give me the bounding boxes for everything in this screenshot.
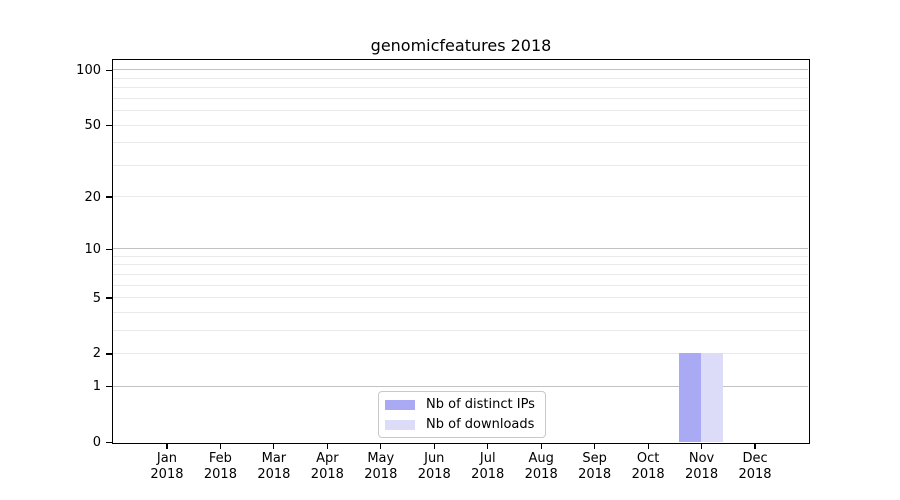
y-tick [106, 69, 113, 72]
y-tick-label: 0 [92, 435, 101, 450]
x-tick-label: Mar 2018 [257, 451, 291, 482]
legend-label-downloads: Nb of downloads [426, 417, 535, 432]
x-tick [380, 444, 382, 449]
x-tick-label: Apr 2018 [310, 451, 344, 482]
y-minor-gridline [113, 255, 808, 257]
x-tick [326, 444, 328, 449]
x-tick [540, 444, 542, 449]
y-minor-gridline [113, 196, 808, 198]
x-tick-label: Aug 2018 [524, 451, 558, 482]
x-tick-label: May 2018 [364, 451, 398, 482]
y-minor-gridline [113, 87, 808, 89]
x-tick-label: Sep 2018 [578, 451, 612, 482]
x-tick-label: Jul 2018 [471, 451, 505, 482]
y-tick [106, 353, 113, 355]
x-tick-label: Oct 2018 [631, 451, 665, 482]
y-minor-gridline [113, 97, 808, 99]
y-minor-gridline [113, 352, 808, 354]
y-minor-gridline [113, 77, 808, 79]
y-tick-label: 5 [92, 290, 101, 306]
y-minor-gridline [113, 264, 808, 266]
x-tick [647, 444, 649, 449]
distinct-ips-swatch-icon [385, 399, 415, 410]
legend-item-distinct-ips: Nb of distinct IPs [385, 397, 545, 412]
x-tick-label: Feb 2018 [203, 451, 237, 482]
legend-label-distinct-ips: Nb of distinct IPs [426, 397, 535, 412]
x-tick [700, 444, 703, 449]
x-tick [166, 444, 168, 449]
x-tick-label: Nov 2018 [685, 451, 719, 482]
x-tick-label: Jun 2018 [417, 451, 451, 482]
bar-downloads [700, 353, 723, 442]
y-tick [106, 297, 113, 299]
y-tick [106, 441, 113, 444]
x-tick [754, 444, 756, 449]
y-tick [106, 196, 113, 198]
y-tick [106, 124, 113, 127]
x-tick [433, 444, 435, 449]
y-major-gridline [113, 385, 808, 387]
y-tick-label: 100 [76, 62, 101, 78]
x-tick-label: Jan 2018 [150, 451, 184, 482]
legend: Nb of distinct IPs Nb of downloads [378, 391, 546, 438]
y-minor-gridline [113, 110, 808, 112]
x-tick-label: Dec 2018 [738, 451, 772, 482]
y-minor-gridline [113, 142, 808, 144]
y-minor-gridline [113, 124, 808, 126]
x-tick [273, 444, 275, 449]
y-tick-label: 1 [92, 379, 101, 395]
y-minor-gridline [113, 329, 808, 331]
x-tick [594, 444, 596, 449]
y-tick-label: 10 [84, 241, 101, 257]
y-tick-label: 50 [84, 118, 101, 134]
y-major-gridline [113, 69, 808, 71]
x-tick [219, 444, 221, 449]
y-minor-gridline [113, 273, 808, 275]
y-tick-label: 2 [92, 346, 101, 362]
y-minor-gridline [113, 164, 808, 166]
y-tick [106, 386, 113, 388]
y-minor-gridline [113, 297, 808, 299]
downloads-swatch-icon [385, 419, 415, 430]
x-tick [487, 444, 489, 449]
y-tick [106, 248, 113, 250]
legend-item-downloads: Nb of downloads [385, 417, 545, 432]
y-tick-label: 20 [84, 189, 101, 205]
y-minor-gridline [113, 284, 808, 286]
y-minor-gridline [113, 311, 808, 313]
y-major-gridline [113, 248, 808, 250]
plot-area [112, 59, 810, 444]
bar-distinct-ips [678, 353, 701, 442]
chart-title: genomicfeatures 2018 [370, 36, 552, 55]
